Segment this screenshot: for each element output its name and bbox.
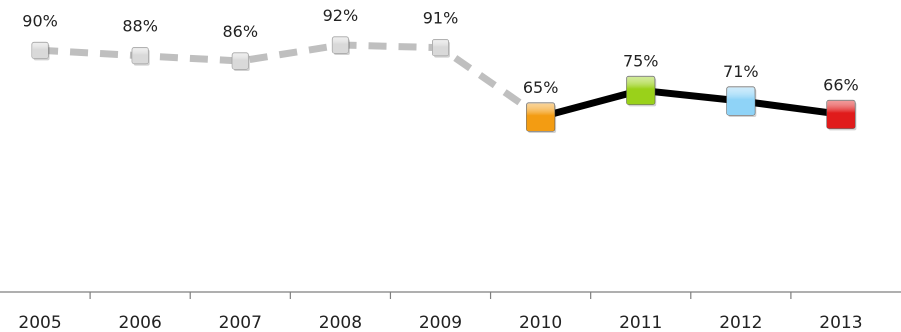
x-tick-label-2012: 2012 [719, 313, 762, 332]
series-lines [39, 41, 845, 121]
data-label-2009: 91% [423, 9, 459, 28]
data-label-2013: 66% [823, 75, 859, 94]
data-label-2012: 71% [723, 62, 759, 81]
x-tick-label-2010: 2010 [519, 313, 562, 332]
data-label-2005: 90% [22, 11, 58, 30]
marker-shine [432, 39, 449, 56]
data-point-marker-2013 [826, 99, 857, 131]
marker-shine [32, 42, 49, 59]
data-point-marker-2007 [231, 52, 250, 71]
data-label-2011: 75% [623, 51, 659, 70]
data-point-marker-2010 [526, 102, 557, 133]
x-tick-label-2007: 2007 [219, 313, 262, 332]
data-point-marker-2011 [626, 75, 657, 107]
x-tick-label-2009: 2009 [419, 313, 462, 332]
data-label-2008: 92% [323, 6, 359, 25]
marker-shine [132, 47, 149, 64]
x-tick-label-2011: 2011 [619, 313, 662, 332]
marker-shine [826, 100, 855, 129]
marker-shine [232, 53, 249, 69]
x-axis [0, 291, 901, 299]
marker-shine [726, 87, 755, 115]
marker-shine [526, 103, 555, 131]
data-markers [31, 36, 857, 133]
data-point-marker-2012 [726, 86, 757, 117]
data-label-2007: 86% [222, 22, 258, 41]
marker-shine [332, 37, 349, 53]
data-point-marker-2009 [432, 39, 450, 58]
data-point-marker-2006 [131, 47, 150, 66]
data-labels: 90% 88% 86% 92% 91% 65% 75% 71% 66% [22, 6, 858, 97]
marker-shine [626, 76, 655, 105]
x-tick-label-2008: 2008 [319, 313, 362, 332]
x-tick-labels: 2005 2006 2007 2008 2009 2010 2011 2012 2013 [18, 313, 862, 332]
x-tick-label-2006: 2006 [119, 313, 162, 332]
data-label-2010: 65% [523, 78, 559, 97]
data-label-2006: 88% [122, 17, 158, 36]
data-point-marker-2005 [31, 41, 50, 61]
x-tick-label-2013: 2013 [819, 313, 862, 332]
series-line-solid [537, 86, 845, 121]
x-tick-label-2005: 2005 [18, 313, 61, 332]
series-line-dashed [39, 41, 543, 120]
data-point-marker-2008 [331, 36, 350, 55]
